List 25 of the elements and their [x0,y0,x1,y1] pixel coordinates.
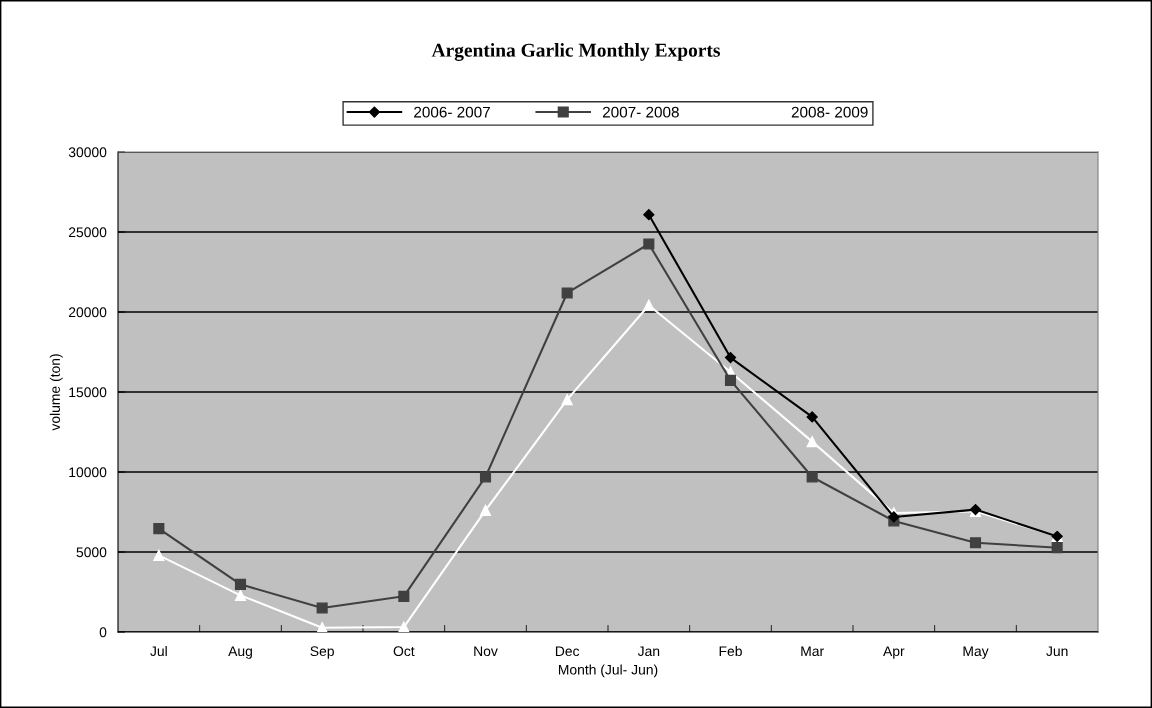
x-tick-label: Jul [150,645,167,657]
legend-label: 2007- 2008 [602,106,679,118]
x-tick-label: Apr [883,646,905,659]
y-tick-label: 5000 [76,547,107,558]
y-axis-title: volume (ton) [49,354,63,431]
y-tick-label: 25000 [68,227,107,238]
x-tick-label: Oct [393,646,415,657]
x-tick-label: Sep [310,646,334,659]
legend-label: 2006- 2007 [414,106,490,118]
x-tick-label: Jun [1046,646,1068,657]
x-tick-label: Nov [474,646,498,657]
x-axis-title: Month (Jul- Jun) [558,664,658,678]
x-tick-label: Aug [228,646,252,659]
y-tick-label: 20000 [68,307,107,318]
x-tick-label: May [963,646,989,659]
y-tick-label: 10000 [69,467,107,478]
x-tick-label: Jan [637,646,660,657]
x-tick-label: Mar [801,646,824,657]
chart-title: Argentina Garlic Monthly Exports [431,43,720,61]
y-tick-label: 15000 [69,387,107,398]
y-tick-label: 30000 [68,147,107,158]
x-tick-label: Dec [555,646,580,657]
y-tick-label: 0 [99,627,107,638]
text: 2008- 2009 [791,106,868,118]
x-tick-label: Feb [719,645,742,657]
